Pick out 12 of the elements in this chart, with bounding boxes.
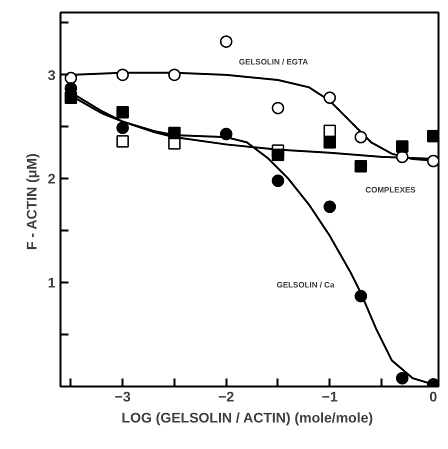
annotation: GELSOLIN / EGTA [238,58,308,66]
annotation: GELSOLIN / Ca [276,280,335,290]
x-tick-label: −2 [218,388,234,404]
x-tick-label: −3 [114,388,131,404]
x-axis-title: LOG (GELSOLIN / ACTIN) (mole/mole) [122,410,374,426]
y-axis-title: F - ACTIN (μM) [24,153,40,250]
x-tick-label: 0 [429,388,438,404]
y-tick-label: 2 [48,170,56,187]
y-tick-label: 3 [48,66,56,83]
x-tick-label: −1 [322,388,338,404]
y-tick-label: 1 [48,274,56,291]
annotation: COMPLEXES [365,186,416,194]
